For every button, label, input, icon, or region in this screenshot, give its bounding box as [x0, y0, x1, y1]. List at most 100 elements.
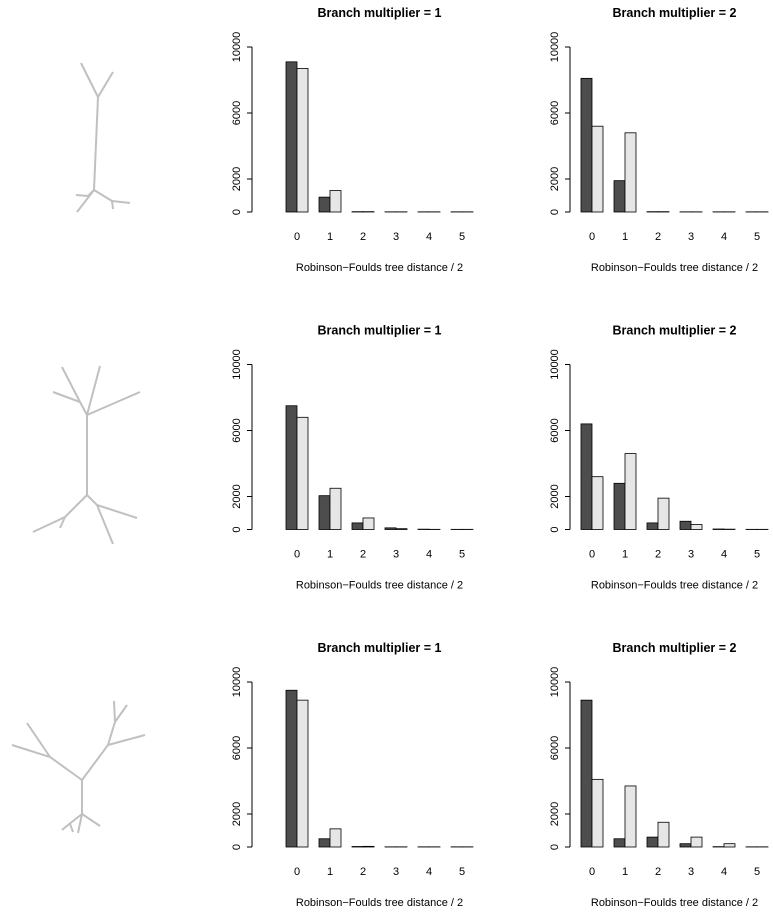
x-tick-label: 3 — [393, 866, 399, 878]
x-tick-label: 1 — [622, 231, 628, 243]
tree-2 — [33, 366, 140, 544]
chart-title: Branch multiplier = 1 — [318, 324, 442, 338]
x-tick-label: 0 — [294, 549, 300, 561]
bar — [286, 406, 297, 530]
x-tick-label: 4 — [426, 549, 432, 561]
chart-title: Branch multiplier = 1 — [318, 641, 442, 655]
x-tick-label: 5 — [459, 549, 465, 561]
bar — [363, 518, 374, 530]
x-tick-label: 1 — [327, 866, 333, 878]
bar — [691, 525, 702, 530]
x-tick-label: 2 — [655, 231, 661, 243]
y-tick-label: 10000 — [549, 349, 561, 380]
x-tick-label: 2 — [655, 866, 661, 878]
bar — [319, 496, 330, 530]
x-tick-label: 1 — [327, 549, 333, 561]
y-tick-label: 10000 — [549, 667, 561, 698]
x-tick-label: 0 — [589, 866, 595, 878]
y-tick-label: 0 — [231, 526, 243, 532]
bar — [625, 133, 636, 212]
y-tick-label: 6000 — [549, 418, 561, 442]
x-tick-label: 0 — [589, 231, 595, 243]
bar — [680, 844, 691, 847]
bar — [581, 424, 592, 530]
x-tick-label: 3 — [688, 231, 694, 243]
bar — [286, 62, 297, 212]
x-tick-label: 2 — [360, 866, 366, 878]
bar — [581, 700, 592, 847]
x-tick-label: 5 — [754, 866, 760, 878]
bar — [724, 844, 735, 847]
y-tick-label: 2000 — [549, 167, 561, 191]
y-tick-label: 10000 — [231, 667, 243, 698]
x-tick-label: 4 — [721, 231, 727, 243]
chart-title: Branch multiplier = 1 — [318, 6, 442, 20]
bar — [319, 197, 330, 212]
y-tick-label: 0 — [549, 844, 561, 850]
bar — [680, 521, 691, 529]
chart-title: Branch multiplier = 2 — [613, 641, 737, 655]
bar — [385, 528, 396, 530]
y-tick-label: 10000 — [231, 32, 243, 63]
x-tick-label: 5 — [459, 866, 465, 878]
x-tick-label: 4 — [426, 231, 432, 243]
bar — [647, 837, 658, 847]
y-tick-label: 2000 — [549, 484, 561, 508]
bar-chart: Branch multiplier = 1 0 2000 6000 10000 0 1 2 3 4… — [231, 324, 473, 592]
bar — [625, 454, 636, 530]
tree-1 — [76, 63, 130, 212]
bar — [330, 191, 341, 212]
bar — [658, 498, 669, 529]
bar — [297, 700, 308, 847]
y-tick-label: 2000 — [231, 802, 243, 826]
x-axis-label: Robinson−Foulds tree distance / 2 — [296, 262, 463, 274]
x-tick-label: 3 — [393, 231, 399, 243]
y-tick-label: 2000 — [231, 167, 243, 191]
x-tick-label: 4 — [721, 866, 727, 878]
bar — [614, 839, 625, 847]
y-tick-label: 0 — [231, 209, 243, 215]
y-tick-label: 6000 — [231, 418, 243, 442]
bar — [581, 78, 592, 212]
x-tick-label: 5 — [754, 231, 760, 243]
y-tick-label: 10000 — [231, 349, 243, 380]
bar — [319, 839, 330, 847]
y-tick-label: 6000 — [549, 101, 561, 125]
bar — [330, 488, 341, 529]
y-tick-label: 6000 — [231, 101, 243, 125]
chart-title: Branch multiplier = 2 — [613, 324, 737, 338]
x-tick-label: 2 — [360, 231, 366, 243]
x-axis-label: Robinson−Foulds tree distance / 2 — [296, 897, 463, 909]
bar — [647, 523, 658, 530]
x-tick-label: 2 — [360, 549, 366, 561]
y-tick-label: 6000 — [231, 736, 243, 760]
bar — [592, 779, 603, 847]
y-tick-label: 0 — [549, 526, 561, 532]
x-tick-label: 1 — [622, 866, 628, 878]
bar-chart: Branch multiplier = 20200060001000001234… — [549, 6, 768, 274]
bar — [625, 786, 636, 847]
y-tick-label: 6000 — [549, 736, 561, 760]
y-tick-label: 2000 — [549, 802, 561, 826]
x-tick-label: 5 — [754, 549, 760, 561]
x-axis-label: Robinson−Foulds tree distance / 2 — [591, 897, 758, 909]
tree-3 — [12, 701, 145, 833]
bar — [352, 523, 363, 530]
x-tick-label: 3 — [688, 866, 694, 878]
x-tick-label: 2 — [655, 549, 661, 561]
x-tick-label: 1 — [622, 549, 628, 561]
bar — [297, 417, 308, 529]
y-tick-label: 2000 — [231, 484, 243, 508]
x-tick-label: 3 — [393, 549, 399, 561]
x-tick-label: 4 — [426, 866, 432, 878]
bar — [297, 68, 308, 212]
bar — [330, 829, 341, 847]
bar — [363, 846, 374, 847]
chart-title: Branch multiplier = 2 — [613, 6, 737, 20]
y-tick-label: 0 — [231, 844, 243, 850]
bar — [614, 181, 625, 212]
x-axis-label: Robinson−Foulds tree distance / 2 — [591, 580, 758, 592]
